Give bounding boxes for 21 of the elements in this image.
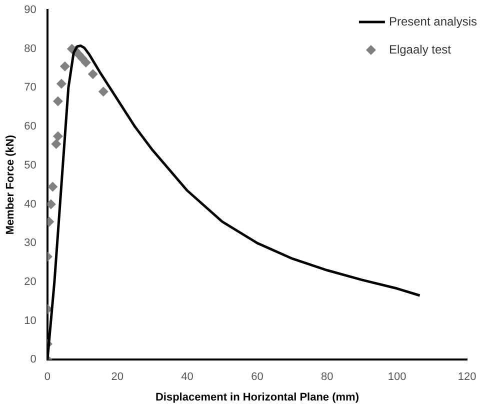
y-tick-label: 70	[24, 82, 36, 94]
y-axis-title: Member Force (kN)	[4, 134, 17, 235]
y-tick-label: 60	[24, 120, 36, 133]
x-tick-label: 80	[321, 371, 334, 384]
legend-label: Elgaaly test	[388, 42, 452, 56]
y-tick-label: 90	[24, 4, 36, 16]
x-tick-label: 60	[251, 371, 264, 384]
x-tick-label: 40	[181, 371, 194, 384]
y-tick-label: 20	[24, 276, 36, 288]
y-tick-label: 10	[24, 314, 36, 327]
y-tick-label: 80	[24, 42, 36, 55]
x-tick-label: 0	[44, 371, 50, 384]
x-tick-label: 100	[388, 371, 406, 384]
y-tick-label: 30	[24, 237, 36, 250]
x-axis-title: Displacement in Horizontal Plane (mm)	[155, 391, 360, 404]
legend-label: Present analysis	[388, 14, 478, 28]
y-tick-label: 40	[24, 198, 36, 210]
x-tick-label: 120	[458, 371, 476, 384]
x-tick-label: 20	[111, 371, 124, 384]
y-tick-label: 0	[30, 354, 36, 366]
y-tick-label: 50	[24, 159, 36, 172]
